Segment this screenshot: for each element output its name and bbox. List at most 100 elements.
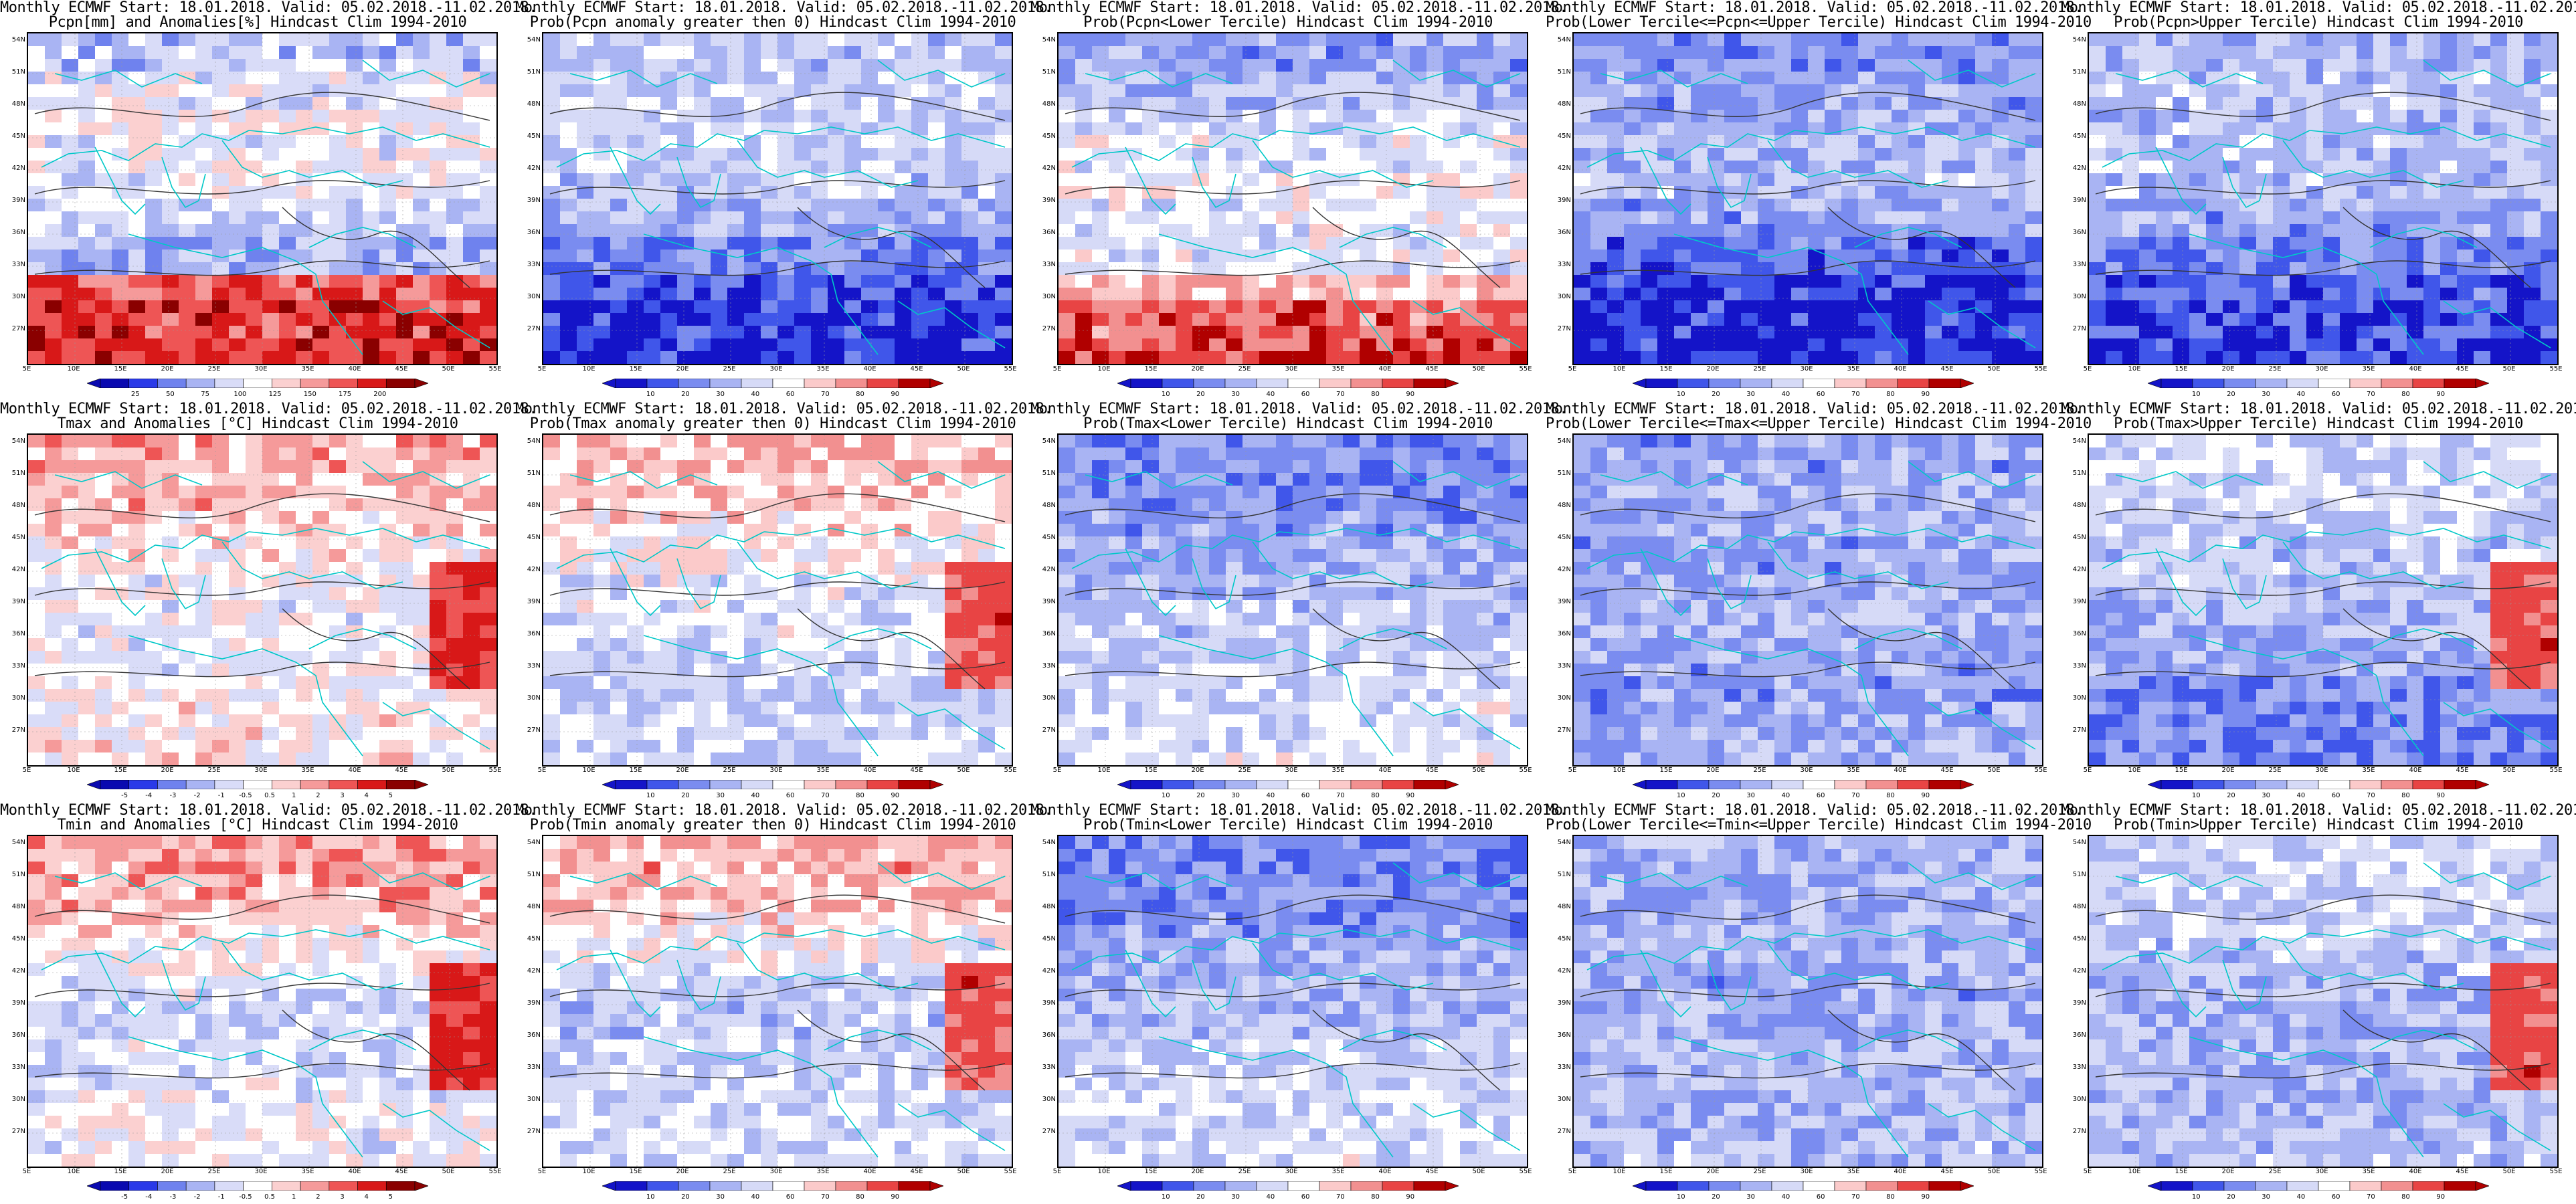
- colorbar-tick-label: 60: [2331, 792, 2340, 799]
- coastline: [1673, 635, 1909, 757]
- map-field: [542, 835, 1013, 1168]
- colorbar-tick-label: 30: [1746, 792, 1756, 799]
- colorbar-tick-label: -3: [169, 792, 177, 799]
- lat-tick-label: 51N: [11, 871, 25, 878]
- lon-tick-label: 50E: [442, 767, 455, 774]
- coastline: [2155, 949, 2207, 1018]
- lat-tick-label: 54N: [1042, 437, 1056, 445]
- coastline: [1339, 227, 1447, 248]
- coastline: [362, 461, 490, 489]
- map-panel-tmax_prob_lower: Monthly ECMWF Start: 18.01.2018. Valid: …: [1030, 401, 1568, 803]
- colorbar-tick-label: -2: [193, 792, 201, 799]
- coastline: [897, 300, 1006, 348]
- coastline: [2189, 1036, 2424, 1158]
- lon-tick-label: 40E: [2409, 767, 2422, 774]
- map-field: [2088, 835, 2559, 1168]
- coastline: [161, 558, 206, 610]
- coastline: [2369, 628, 2478, 649]
- lat-tick-label: 30N: [1042, 1096, 1056, 1103]
- lon-tick-label: 35E: [1847, 1168, 1860, 1175]
- lat-tick-label: 54N: [1557, 36, 1571, 43]
- map-field-svg: [2089, 435, 2557, 765]
- coastline: [2102, 130, 2310, 168]
- colorbar: [1117, 1181, 1459, 1191]
- colorbar-tick-label: 90: [2436, 792, 2446, 799]
- panel-title-line1: Monthly ECMWF Start: 18.01.2018. Valid: …: [2061, 401, 2576, 417]
- contour-line: [1065, 493, 1521, 522]
- panel-title-line2: Prob(Lower Tercile<=Tmax<=Upper Tercile)…: [1546, 415, 2092, 432]
- map-panel-tmax_prob_upper: Monthly ECMWF Start: 18.01.2018. Valid: …: [2061, 401, 2576, 803]
- coastline: [2423, 461, 2551, 489]
- colorbar-tick-label: 1: [292, 792, 296, 799]
- lon-tick-label: 25E: [723, 767, 736, 774]
- colorbar-tick-label: 90: [1921, 1193, 1930, 1201]
- contour-line: [1065, 92, 1521, 121]
- colorbar-tick-label: -5: [121, 1193, 128, 1201]
- lon-tick-label: 5E: [1568, 365, 1577, 373]
- lon-tick-label: 35E: [816, 767, 830, 774]
- lon-tick-label: 45E: [395, 1168, 408, 1175]
- lat-tick-label: 48N: [527, 903, 541, 910]
- lon-tick-label: 45E: [910, 365, 923, 373]
- colorbar-tick-label: 90: [891, 792, 900, 799]
- lon-tick-label: 30E: [1285, 365, 1298, 373]
- colorbar-tick-label: 150: [303, 391, 316, 398]
- lon-tick-label: 45E: [1940, 365, 1954, 373]
- colorbar-tick-label: 175: [339, 391, 352, 398]
- colorbar-tick-label: 60: [1301, 792, 1310, 799]
- lon-tick-label: 15E: [1144, 767, 1158, 774]
- lat-tick-label: 33N: [11, 662, 25, 670]
- contour-line: [1065, 180, 1521, 195]
- lon-tick-label: 30E: [2315, 767, 2328, 774]
- coastline: [1252, 541, 1434, 589]
- contour-line: [2342, 207, 2531, 288]
- lon-tick-label: 15E: [1144, 365, 1158, 373]
- coastline: [248, 126, 490, 148]
- lon-tick-label: 55E: [2034, 365, 2047, 373]
- lat-tick-label: 39N: [2072, 999, 2086, 1007]
- panel-title-line2: Tmin and Anomalies [°C] Hindcast Clim 19…: [57, 817, 458, 833]
- lat-tick-label: 48N: [2072, 903, 2086, 910]
- colorbar-tick-label: 80: [1371, 792, 1380, 799]
- panel-title-line2: Pcpn[mm] and Anomalies[%] Hindcast Clim …: [48, 14, 467, 31]
- lon-tick-label: 55E: [2549, 365, 2563, 373]
- coastline: [1854, 1029, 1962, 1051]
- lat-tick-label: 45N: [527, 534, 541, 541]
- colorbar-tick-label: 40: [751, 391, 760, 398]
- map-field: [2088, 32, 2559, 365]
- lon-tick-label: 55E: [488, 1168, 502, 1175]
- lat-tick-label: 51N: [2072, 871, 2086, 878]
- coastline: [763, 929, 1006, 950]
- coastline: [362, 862, 490, 890]
- lon-tick-label: 30E: [1800, 365, 1813, 373]
- lat-tick-label: 39N: [1042, 197, 1056, 204]
- lon-tick-label: 20E: [1706, 767, 1720, 774]
- lon-tick-label: 5E: [22, 1168, 31, 1175]
- lon-tick-label: 35E: [2362, 767, 2375, 774]
- lon-tick-label: 25E: [723, 365, 736, 373]
- lat-tick-label: 39N: [527, 999, 541, 1007]
- colorbar-tick-label: 10: [2191, 1193, 2201, 1201]
- lat-tick-label: 45N: [1042, 534, 1056, 541]
- contour-line: [34, 581, 490, 596]
- panel-title-line1: Monthly ECMWF Start: 18.01.2018. Valid: …: [1546, 802, 2083, 819]
- lat-tick-label: 45N: [1042, 935, 1056, 942]
- contour-line: [2342, 608, 2531, 690]
- lon-tick-label: 15E: [1144, 1168, 1158, 1175]
- lon-tick-label: 20E: [1191, 365, 1204, 373]
- lat-tick-label: 39N: [527, 197, 541, 204]
- colorbar: [602, 379, 943, 388]
- lon-tick-label: 25E: [1753, 1168, 1766, 1175]
- lon-tick-label: 55E: [1004, 1168, 1017, 1175]
- colorbar-tick-label: 3: [340, 792, 345, 799]
- lon-tick-label: 45E: [395, 365, 408, 373]
- coastline: [1640, 949, 1691, 1018]
- lat-tick-label: 48N: [527, 100, 541, 108]
- lat-tick-label: 33N: [1042, 261, 1056, 268]
- coastline: [2115, 872, 2264, 890]
- colorbar-tick-label: 60: [1301, 1193, 1310, 1201]
- lon-tick-label: 45E: [910, 1168, 923, 1175]
- colorbar-tick-label: 70: [2366, 1193, 2375, 1201]
- lat-tick-label: 54N: [1557, 839, 1571, 846]
- lat-tick-label: 33N: [11, 261, 25, 268]
